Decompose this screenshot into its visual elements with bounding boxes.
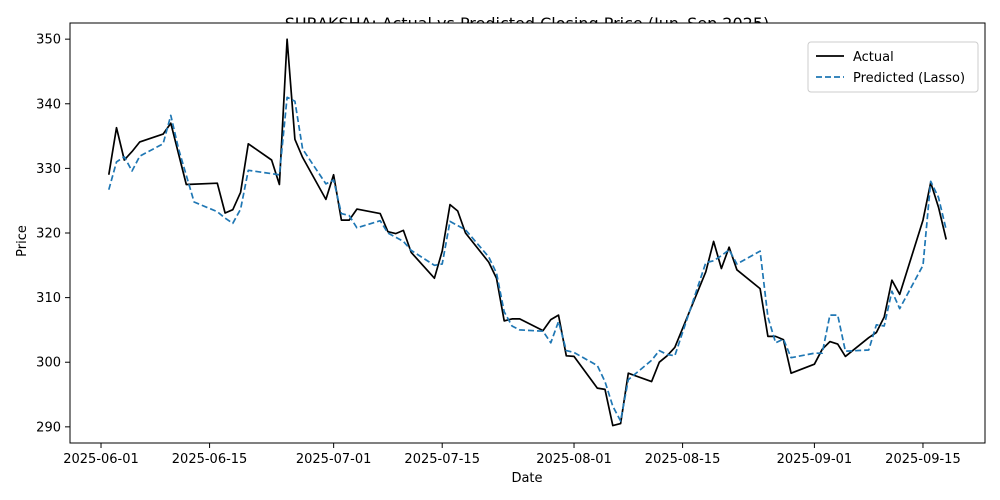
legend-actual-label: Actual	[853, 50, 894, 65]
series-line-actual	[107, 38, 948, 427]
y-tick-label: 340	[36, 97, 61, 112]
legend: Actual Predicted (Lasso)	[807, 41, 979, 93]
x-tick-label: 2025-08-01	[536, 452, 612, 467]
y-tick-label: 330	[36, 162, 61, 177]
x-tick-label: 2025-09-01	[777, 452, 853, 467]
legend-box	[807, 41, 979, 93]
y-axis: 290 300 310 320 330 340 350	[36, 33, 70, 435]
series-line-predicted	[107, 96, 948, 422]
legend-predicted-label: Predicted (Lasso)	[853, 71, 965, 86]
x-axis-title: Date	[511, 471, 542, 486]
x-tick-label: 2025-07-01	[296, 452, 372, 467]
plot-area	[70, 23, 985, 443]
y-tick-label: 310	[36, 291, 61, 306]
x-tick-label: 2025-08-15	[645, 452, 721, 467]
y-tick-label: 350	[36, 33, 61, 48]
y-tick-label: 290	[36, 420, 61, 435]
x-tick-label: 2025-09-15	[885, 452, 961, 467]
x-tick-label: 2025-07-15	[404, 452, 480, 467]
y-tick-label: 300	[36, 356, 61, 371]
x-axis: 2025-06-01 2025-06-15 2025-07-01 2025-07-15…	[63, 443, 961, 467]
y-tick-label: 320	[36, 227, 61, 242]
y-axis-title: Price	[15, 225, 30, 257]
x-tick-label: 2025-06-01	[63, 452, 139, 467]
series-layer	[107, 38, 948, 427]
plot-background	[70, 23, 985, 443]
x-tick-label: 2025-06-15	[172, 452, 248, 467]
